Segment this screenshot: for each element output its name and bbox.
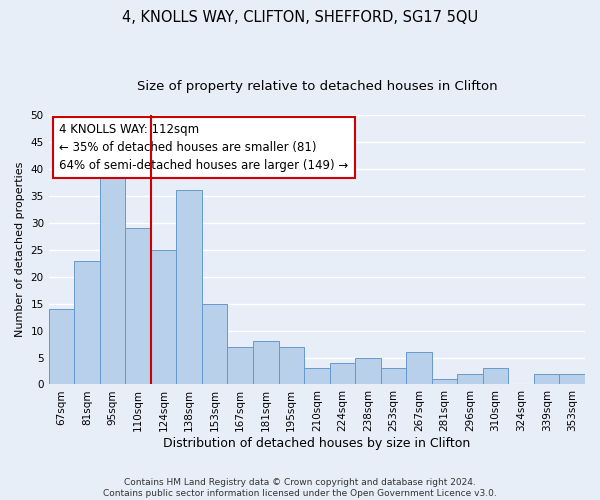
Bar	[304, 368, 329, 384]
Bar	[125, 228, 151, 384]
Bar	[278, 346, 304, 385]
Y-axis label: Number of detached properties: Number of detached properties	[15, 162, 25, 338]
Bar	[432, 379, 457, 384]
Bar	[457, 374, 483, 384]
Bar	[227, 346, 253, 385]
Bar	[176, 190, 202, 384]
Bar	[380, 368, 406, 384]
Bar	[355, 358, 380, 384]
Bar	[151, 250, 176, 384]
Text: 4 KNOLLS WAY: 112sqm
← 35% of detached houses are smaller (81)
64% of semi-detac: 4 KNOLLS WAY: 112sqm ← 35% of detached h…	[59, 123, 349, 172]
Text: Contains HM Land Registry data © Crown copyright and database right 2024.
Contai: Contains HM Land Registry data © Crown c…	[103, 478, 497, 498]
Bar	[534, 374, 559, 384]
X-axis label: Distribution of detached houses by size in Clifton: Distribution of detached houses by size …	[163, 437, 470, 450]
Bar	[202, 304, 227, 384]
Bar	[49, 309, 74, 384]
Bar	[559, 374, 585, 384]
Bar	[329, 363, 355, 384]
Title: Size of property relative to detached houses in Clifton: Size of property relative to detached ho…	[137, 80, 497, 93]
Bar	[483, 368, 508, 384]
Bar	[406, 352, 432, 384]
Text: 4, KNOLLS WAY, CLIFTON, SHEFFORD, SG17 5QU: 4, KNOLLS WAY, CLIFTON, SHEFFORD, SG17 5…	[122, 10, 478, 25]
Bar	[100, 164, 125, 384]
Bar	[253, 342, 278, 384]
Bar	[74, 260, 100, 384]
